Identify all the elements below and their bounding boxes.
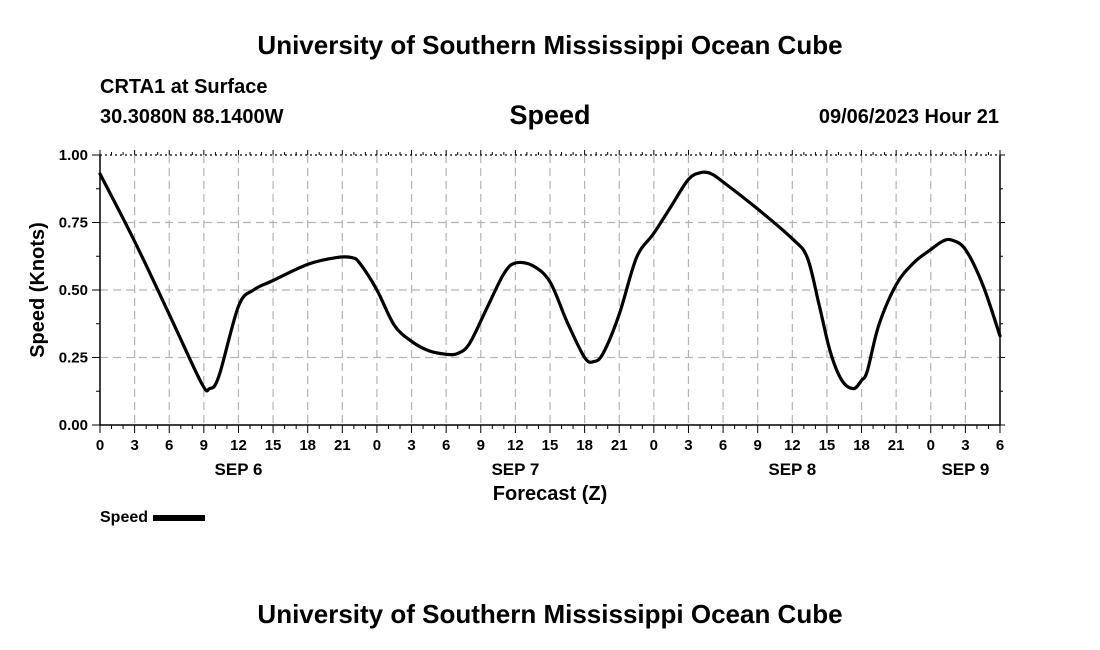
series-line-speed [98, 170, 1002, 393]
x-tick-label: 6 [165, 437, 173, 454]
x-tick-label: 12 [784, 437, 801, 454]
y-tick-label: 1.00 [59, 147, 88, 164]
x-axis-label: Forecast (Z) [493, 483, 607, 505]
x-tick-label: 0 [96, 437, 104, 454]
x-tick-label: 0 [650, 437, 658, 454]
y-tick-label: 0.75 [59, 215, 88, 232]
y-tick-label: 0.50 [59, 282, 88, 299]
x-tick-label: 0 [927, 437, 935, 454]
x-tick-label: 9 [754, 437, 762, 454]
x-tick-label: 6 [719, 437, 727, 454]
y-tick-label: 0.25 [59, 350, 88, 367]
day-label: SEP 8 [768, 460, 816, 479]
day-label: SEP 7 [491, 460, 539, 479]
coordinates-label: 30.3080N 88.1400W [100, 106, 284, 128]
x-tick-label: 12 [230, 437, 247, 454]
x-tick-label: 3 [407, 437, 415, 454]
x-tick-label: 15 [265, 437, 282, 454]
page-title: University of Southern Mississippi Ocean… [257, 30, 843, 60]
legend-label: Speed [100, 509, 149, 526]
x-tick-label: 18 [299, 437, 316, 454]
x-tick-label: 6 [442, 437, 450, 454]
chart-title: Speed [509, 100, 591, 130]
day-label: SEP 9 [941, 460, 989, 479]
x-tick-label: 3 [961, 437, 969, 454]
day-label: SEP 6 [215, 460, 263, 479]
legend: Speed [100, 509, 206, 527]
x-tick-label: 18 [853, 437, 870, 454]
legend-line-swatch [153, 515, 206, 521]
x-tick-label: 9 [200, 437, 208, 454]
x-tick-label: 18 [576, 437, 593, 454]
y-axis-label: Speed (Knots) [27, 222, 49, 358]
x-tick-label: 3 [684, 437, 692, 454]
x-tick-label: 15 [542, 437, 559, 454]
x-tick-label: 0 [373, 437, 381, 454]
station-label: CRTA1 at Surface [100, 76, 268, 98]
x-tick-label: 21 [611, 437, 628, 454]
footer-title: University of Southern Mississippi Ocean… [257, 599, 843, 629]
y-tick-label: 0.00 [59, 417, 88, 434]
x-tick-label: 21 [888, 437, 905, 454]
x-tick-label: 9 [477, 437, 485, 454]
x-tick-label: 3 [130, 437, 138, 454]
x-tick-label: 15 [819, 437, 836, 454]
x-tick-label: 12 [507, 437, 524, 454]
x-tick-label: 6 [996, 437, 1004, 454]
date-time-label: 09/06/2023 Hour 21 [818, 106, 999, 128]
x-tick-label: 21 [334, 437, 351, 454]
